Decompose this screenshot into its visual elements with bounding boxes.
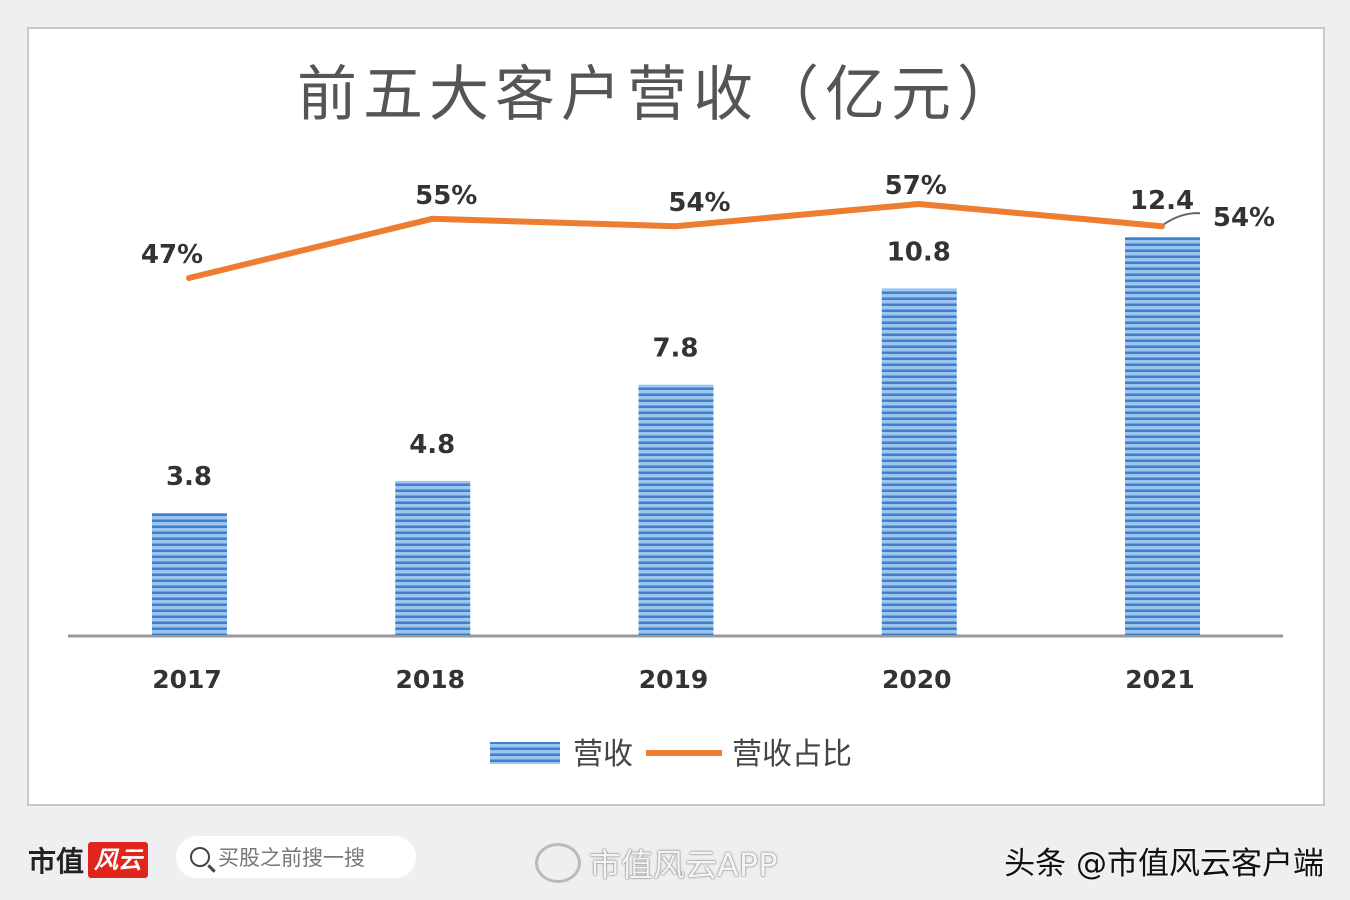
search-input[interactable]: 买股之前搜一搜 <box>176 836 416 878</box>
bar-label-2020: 10.8 <box>887 237 951 267</box>
weibo-icon <box>535 843 581 883</box>
bar-2019 <box>638 384 714 635</box>
footer: 市值 风云 买股之前搜一搜 市值风云APP 头条 @市值风云客户端 <box>0 826 1350 890</box>
x-tick-2018: 2018 <box>395 665 465 694</box>
legend-bar-swatch <box>490 742 560 764</box>
x-tick-2021: 2021 <box>1125 665 1195 694</box>
bar-label-2021: 12.4 <box>1130 186 1194 216</box>
share-label-2020: 57% <box>885 171 947 201</box>
bar-2020 <box>881 288 957 635</box>
bar-2018 <box>395 480 471 635</box>
chart-title: 前五大客户营收（亿元） <box>297 60 1023 130</box>
x-tick-2020: 2020 <box>882 665 952 694</box>
search-icon[interactable] <box>190 847 210 867</box>
x-tick-2017: 2017 <box>152 665 222 694</box>
share-label-2021: 54% <box>1213 203 1275 233</box>
share-label-2019: 54% <box>668 188 730 218</box>
bar-label-2017: 3.8 <box>166 462 212 492</box>
bar-2017 <box>152 513 227 635</box>
share-label-2018: 55% <box>415 181 477 211</box>
share-label-2017: 47% <box>141 240 203 270</box>
brand-logo-badge: 风云 <box>88 842 149 878</box>
legend-bar-label: 营收 <box>573 737 633 772</box>
share-label-leader <box>1163 212 1201 226</box>
bar-label-2019: 7.8 <box>652 334 698 364</box>
legend-line-label: 营收占比 <box>732 737 852 772</box>
brand-logo: 市值 风云 <box>28 840 149 880</box>
brand-text: 市值 <box>28 845 85 878</box>
legend: 营收 营收占比 <box>490 737 852 772</box>
source-credit: 头条 @市值风云客户端 <box>1004 846 1324 882</box>
watermark: 市值风云APP <box>535 840 778 886</box>
bar-label-2018: 4.8 <box>409 430 455 460</box>
watermark-text: 市值风云APP <box>589 846 778 884</box>
search-placeholder: 买股之前搜一搜 <box>218 846 365 870</box>
x-tick-2019: 2019 <box>639 665 709 694</box>
bar-2021 <box>1125 237 1200 635</box>
